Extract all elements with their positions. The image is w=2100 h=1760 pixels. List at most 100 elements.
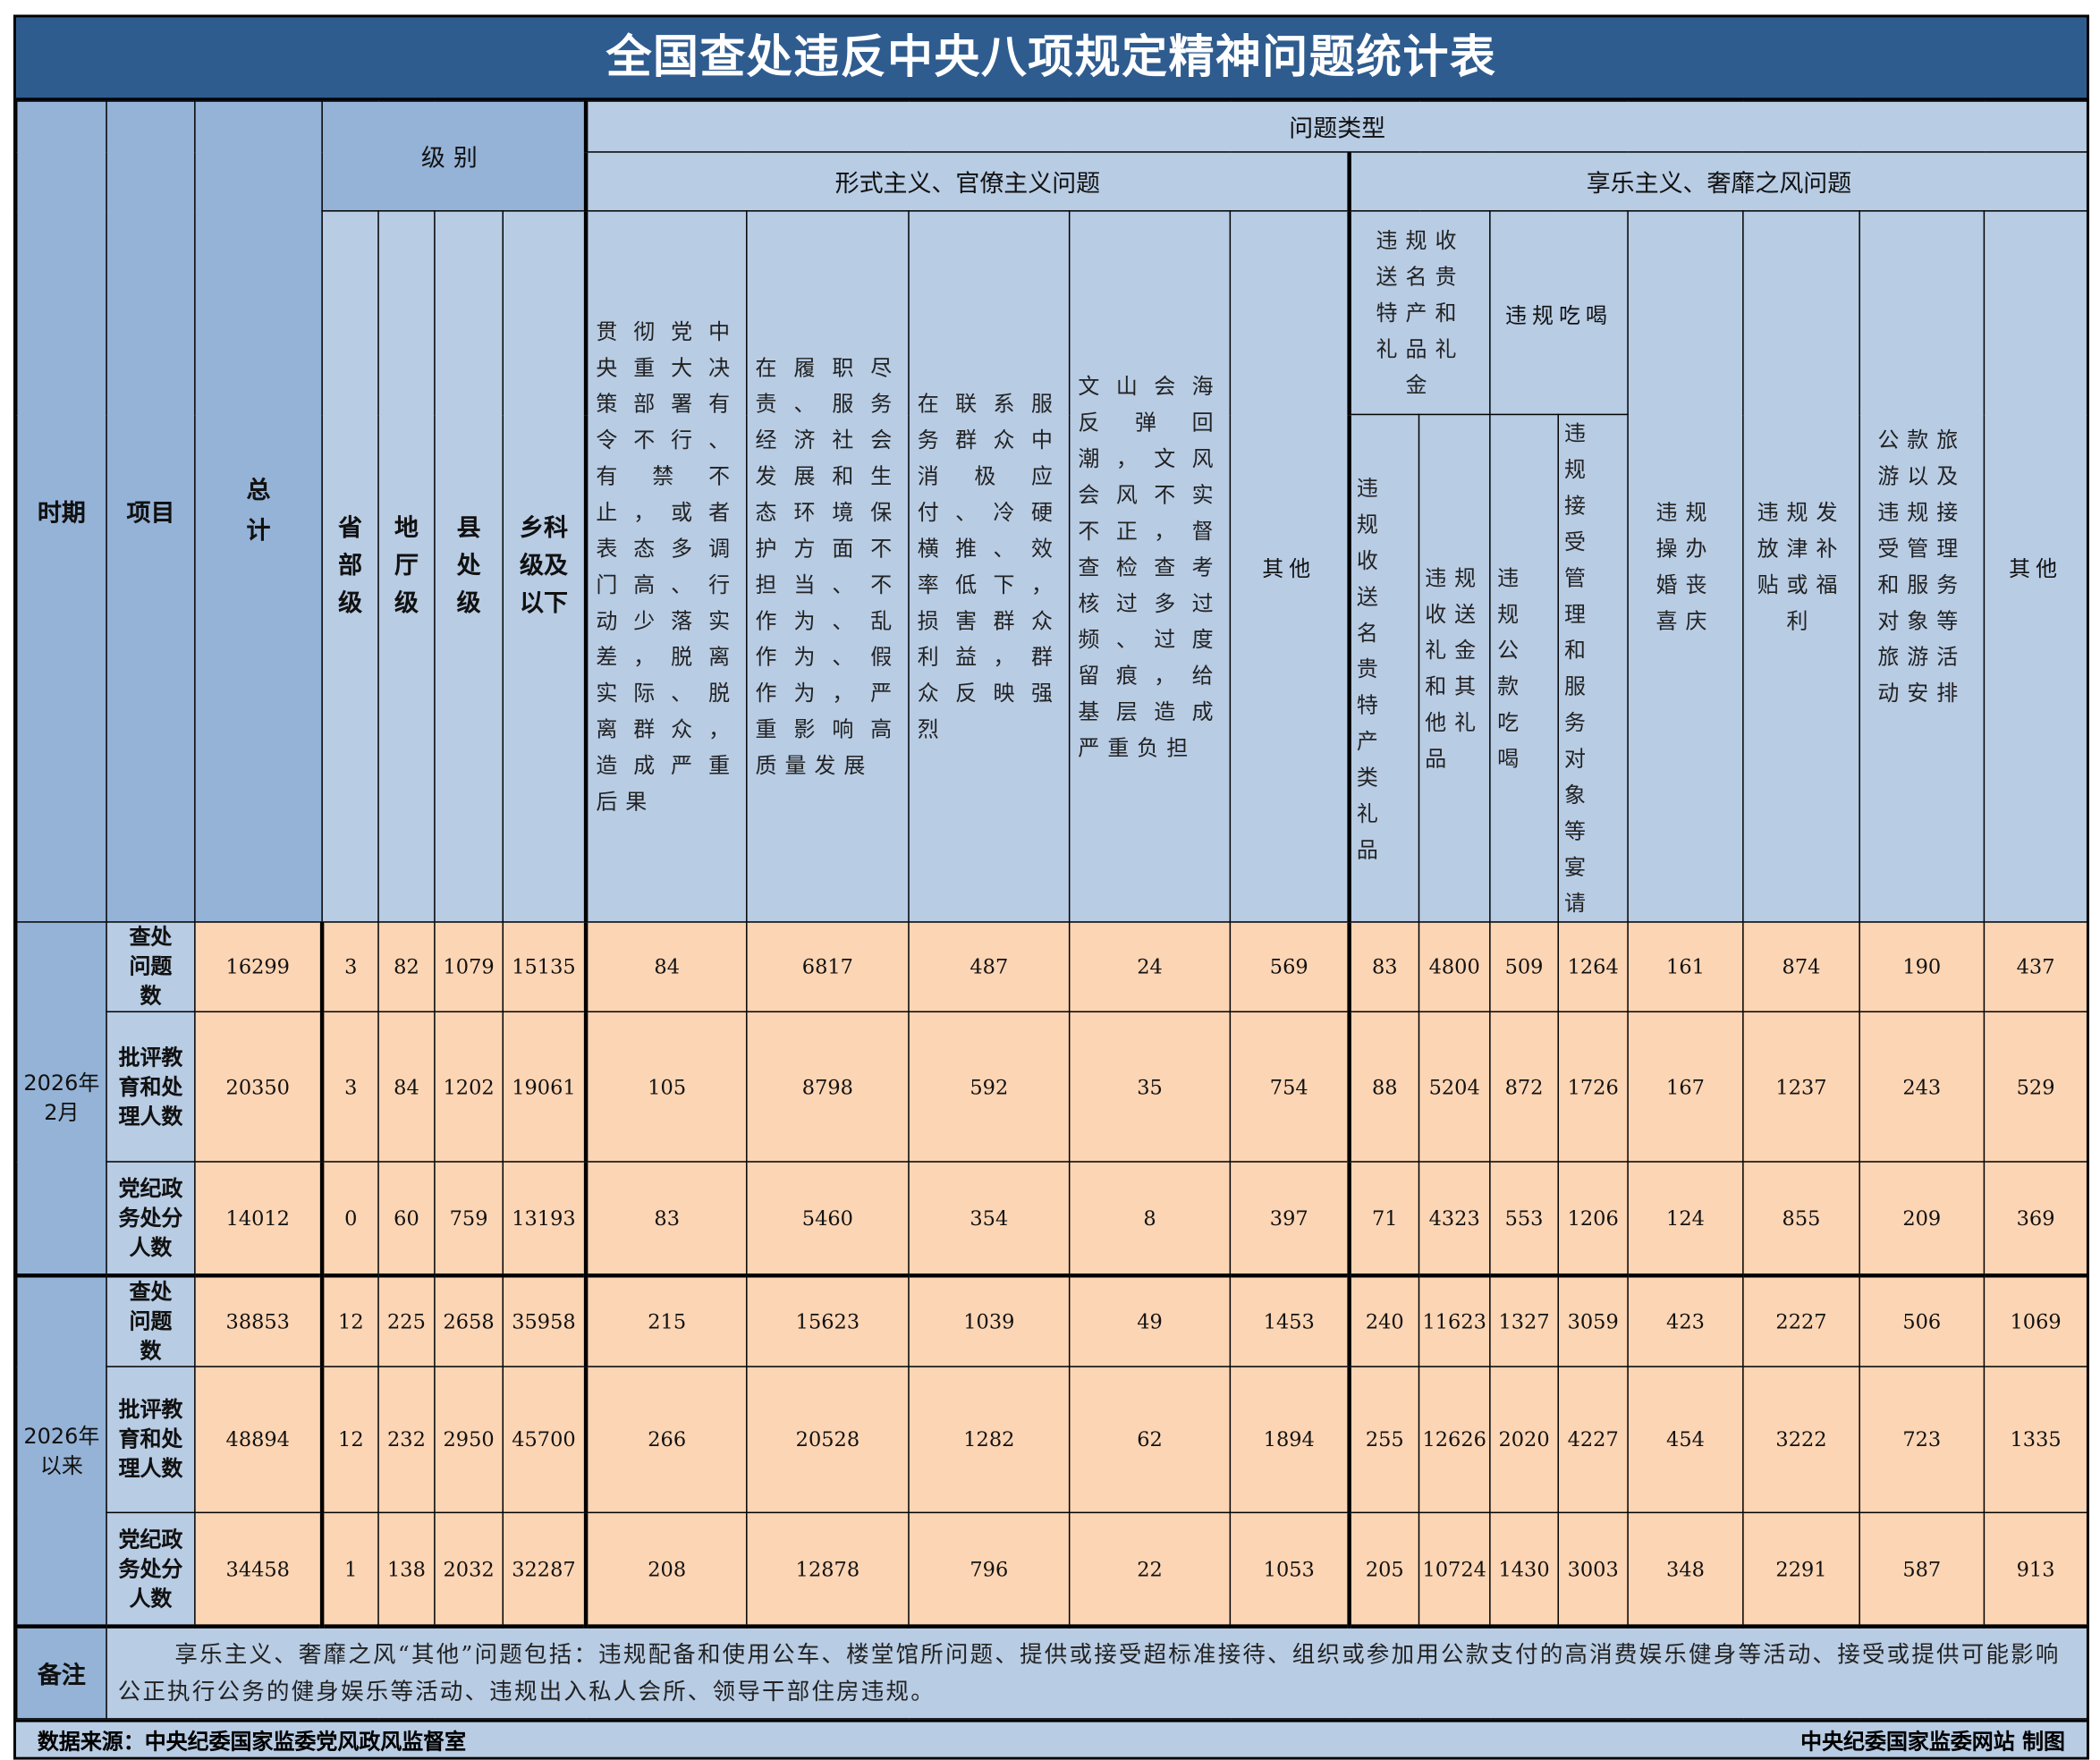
header-total: 总计 <box>194 100 323 923</box>
header-formalism-col-4: 文山会海反弹回潮，文风会风不实不正，督查检查考核过多过频、过度留痕，给基层造成严… <box>1068 210 1232 923</box>
table-body: 2026年2月 查处问题数 16299 3 82 1079 15135 84 6817 487 24… <box>15 921 2088 1628</box>
value-cell: 4800 <box>1418 921 1491 1013</box>
value-cell: 1726 <box>1557 1011 1629 1163</box>
value-cell: 454 <box>1627 1366 1744 1514</box>
value-cell: 83 <box>1347 921 1420 1013</box>
header-gift-specialty: 违规收送名贵特产类礼品 <box>1347 413 1420 923</box>
value-cell: 45700 <box>502 1366 587 1514</box>
value-cell: 3 <box>319 921 379 1013</box>
value-cell: 266 <box>583 1366 748 1514</box>
header-formalism-other: 其他 <box>1229 210 1351 923</box>
value-cell: 4227 <box>1557 1366 1629 1514</box>
header-public-travel: 公款旅游以及违规接受管理和服务对象等旅游活动安排 <box>1859 210 1986 923</box>
value-cell: 1069 <box>1983 1273 2088 1367</box>
value-cell: 437 <box>1983 921 2088 1013</box>
item-cell: 查处问题数 <box>106 921 196 1013</box>
value-cell: 855 <box>1742 1161 1860 1277</box>
value-cell: 124 <box>1627 1161 1744 1277</box>
statistics-table: 时期 项目 总计 级别 问题类型 形式主义、官僚主义问题 享乐主义、奢靡之风问题… <box>15 100 2088 1720</box>
value-cell: 84 <box>583 921 748 1013</box>
value-cell: 20528 <box>746 1366 910 1514</box>
note-label: 备注 <box>15 1624 107 1720</box>
statistics-sheet: 全国查处违反中央八项规定精神问题统计表 时期 项目 总计 级别 问题类型 形式主… <box>13 14 2089 1760</box>
header-allowance: 违规发放津补贴或福利 <box>1742 210 1860 923</box>
value-cell: 13193 <box>502 1161 587 1277</box>
value-cell: 161 <box>1627 921 1744 1013</box>
value-cell: 3 <box>319 1011 379 1163</box>
header-level-provincial: 省部级 <box>321 210 379 923</box>
value-cell: 354 <box>908 1161 1071 1277</box>
value-cell: 553 <box>1489 1161 1559 1277</box>
value-cell: 2291 <box>1742 1511 1860 1628</box>
value-cell: 0 <box>319 1161 379 1277</box>
header-level-township: 乡科级及以下 <box>502 210 587 923</box>
value-cell: 35958 <box>502 1273 587 1367</box>
value-cell: 2032 <box>434 1511 504 1628</box>
value-cell: 796 <box>908 1511 1071 1628</box>
value-cell: 14012 <box>194 1161 324 1277</box>
value-cell: 32287 <box>502 1511 587 1628</box>
value-cell: 2227 <box>1742 1273 1860 1367</box>
table-row: 2026年2月 查处问题数 16299 3 82 1079 15135 84 6817 487 24… <box>15 921 2088 1277</box>
value-cell: 138 <box>377 1511 436 1628</box>
item-cell: 查处问题数 <box>106 1273 196 1367</box>
table-row: 批评教育和处理人数 20350 3 84 1202 19061 105 8798 592 35 75… <box>17 1011 2088 1163</box>
value-cell: 2950 <box>434 1366 504 1514</box>
value-cell: 12626 <box>1418 1366 1491 1514</box>
value-cell: 48894 <box>194 1366 324 1514</box>
value-cell: 82 <box>377 921 436 1013</box>
value-cell: 38853 <box>194 1273 324 1367</box>
value-cell: 215 <box>583 1273 748 1367</box>
value-cell: 34458 <box>194 1511 324 1628</box>
value-cell: 11623 <box>1418 1273 1491 1367</box>
value-cell: 913 <box>1983 1511 2088 1628</box>
value-cell: 15623 <box>746 1273 910 1367</box>
table-row: 党纪政务处分人数 34458 1 138 2032 32287 208 12878 796 22 1… <box>17 1511 2088 1628</box>
value-cell: 1 <box>319 1511 379 1628</box>
value-cell: 35 <box>1068 1011 1232 1163</box>
value-cell: 8798 <box>746 1011 910 1163</box>
header-gift-group: 违规收送名贵特产和礼品礼金 <box>1347 210 1491 416</box>
value-cell: 71 <box>1347 1161 1420 1277</box>
header-level-prefecture: 地厅级 <box>377 210 436 923</box>
value-cell: 1053 <box>1229 1511 1351 1628</box>
value-cell: 1282 <box>908 1366 1071 1514</box>
value-cell: 19061 <box>502 1011 587 1163</box>
value-cell: 12878 <box>746 1511 910 1628</box>
value-cell: 569 <box>1229 921 1351 1013</box>
value-cell: 22 <box>1068 1511 1232 1628</box>
header-gift-money: 违规收送礼金和其他礼品 <box>1418 413 1491 923</box>
value-cell: 208 <box>583 1511 748 1628</box>
value-cell: 232 <box>377 1366 436 1514</box>
value-cell: 1327 <box>1489 1273 1559 1367</box>
value-cell: 1202 <box>434 1011 504 1163</box>
value-cell: 60 <box>377 1161 436 1277</box>
data-source: 数据来源：中央纪委国家监委党风政风监督室 <box>37 1729 467 1755</box>
header-formalism-col-2: 在履职尽责、服务经济社会发展和生态环境保护方面不担当、不作为、乱作为、假作为，严… <box>746 210 910 923</box>
value-cell: 20350 <box>194 1011 324 1163</box>
header-item: 项目 <box>106 100 196 923</box>
value-cell: 83 <box>583 1161 748 1277</box>
value-cell: 2020 <box>1489 1366 1559 1514</box>
page-title: 全国查处违反中央八项规定精神问题统计表 <box>15 17 2087 101</box>
value-cell: 255 <box>1347 1366 1420 1514</box>
value-cell: 1237 <box>1742 1011 1860 1163</box>
value-cell: 1206 <box>1557 1161 1629 1277</box>
table-row: 批评教育和处理人数 48894 12 232 2950 45700 266 20528 1282… <box>17 1366 2088 1514</box>
period-cell: 2026年2月 <box>15 921 107 1277</box>
value-cell: 88 <box>1347 1011 1420 1163</box>
header-dining-group: 违规吃喝 <box>1489 210 1629 416</box>
value-cell: 190 <box>1859 921 1986 1013</box>
value-cell: 3222 <box>1742 1366 1860 1514</box>
value-cell: 487 <box>908 921 1071 1013</box>
table-row: 党纪政务处分人数 14012 0 60 759 13193 83 5460 354 8 397 71 4… <box>17 1161 2088 1277</box>
value-cell: 6817 <box>746 921 910 1013</box>
header-level-county: 县处级 <box>434 210 504 923</box>
value-cell: 16299 <box>194 921 324 1013</box>
header-formalism: 形式主义、官僚主义问题 <box>583 151 1351 212</box>
item-cell: 批评教育和处理人数 <box>106 1366 196 1514</box>
value-cell: 10724 <box>1418 1511 1491 1628</box>
header-dining-banquet: 违规接受管理和服务对象等宴请 <box>1557 413 1629 923</box>
value-cell: 506 <box>1859 1273 1986 1367</box>
item-cell: 党纪政务处分人数 <box>106 1511 196 1628</box>
